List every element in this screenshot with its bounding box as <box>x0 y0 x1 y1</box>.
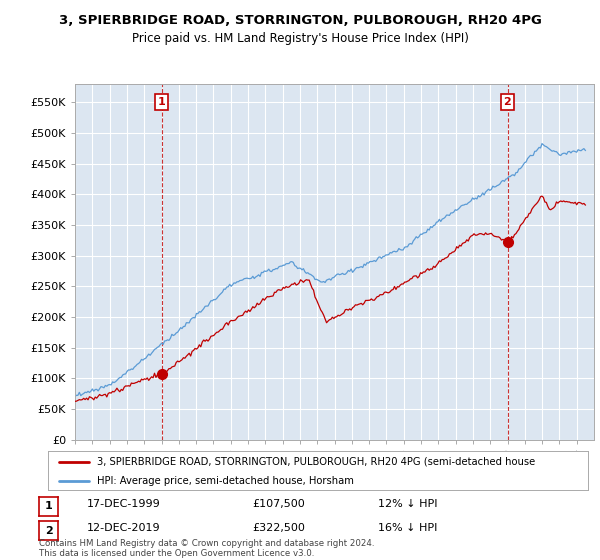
Text: 3, SPIERBRIDGE ROAD, STORRINGTON, PULBOROUGH, RH20 4PG (semi-detached house: 3, SPIERBRIDGE ROAD, STORRINGTON, PULBOR… <box>97 457 535 467</box>
Text: 2: 2 <box>503 97 511 107</box>
Text: Contains HM Land Registry data © Crown copyright and database right 2024.
This d: Contains HM Land Registry data © Crown c… <box>39 539 374 558</box>
Text: 17-DEC-1999: 17-DEC-1999 <box>87 498 161 508</box>
Text: 2: 2 <box>45 525 52 535</box>
Text: 12% ↓ HPI: 12% ↓ HPI <box>378 498 437 508</box>
Text: 12-DEC-2019: 12-DEC-2019 <box>87 522 161 533</box>
Text: £107,500: £107,500 <box>252 498 305 508</box>
Text: 3, SPIERBRIDGE ROAD, STORRINGTON, PULBOROUGH, RH20 4PG: 3, SPIERBRIDGE ROAD, STORRINGTON, PULBOR… <box>59 14 541 27</box>
Text: £322,500: £322,500 <box>252 522 305 533</box>
Text: 1: 1 <box>158 97 166 107</box>
Text: Price paid vs. HM Land Registry's House Price Index (HPI): Price paid vs. HM Land Registry's House … <box>131 32 469 45</box>
Text: HPI: Average price, semi-detached house, Horsham: HPI: Average price, semi-detached house,… <box>97 475 353 486</box>
Text: 1: 1 <box>45 501 52 511</box>
Text: 16% ↓ HPI: 16% ↓ HPI <box>378 522 437 533</box>
